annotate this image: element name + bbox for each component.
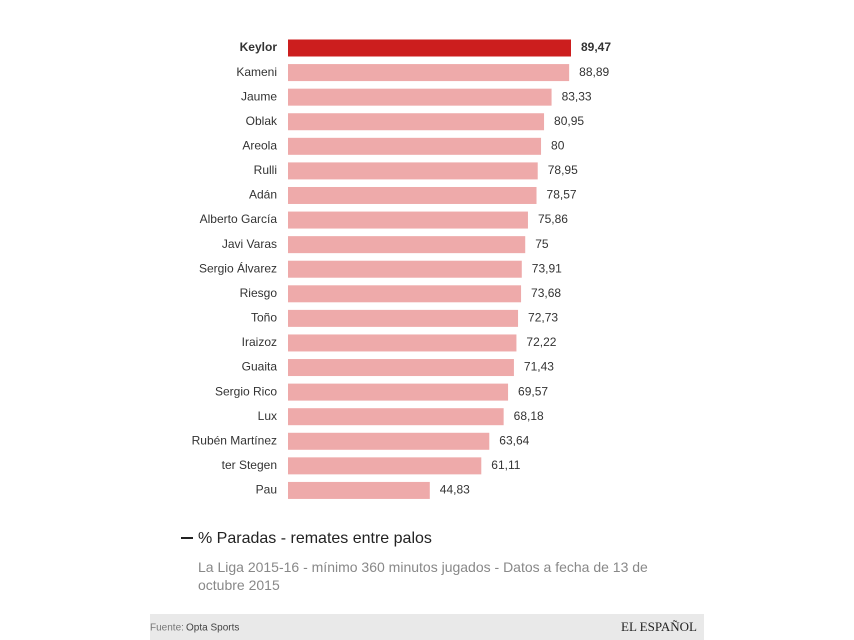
value-label: 75 bbox=[535, 237, 549, 251]
bar bbox=[288, 137, 542, 155]
category-label: Guaita bbox=[242, 360, 278, 374]
bar bbox=[288, 186, 537, 204]
bar bbox=[288, 309, 519, 327]
legend-label: % Paradas - remates entre palos bbox=[198, 530, 432, 547]
value-label: 44,83 bbox=[440, 483, 470, 497]
value-label: 78,57 bbox=[547, 188, 577, 202]
category-label: ter Stegen bbox=[222, 458, 277, 472]
subtitle: La Liga 2015-16 - mínimo 360 minutos jug… bbox=[198, 559, 648, 593]
bar bbox=[288, 211, 528, 229]
value-label: 69,57 bbox=[518, 384, 548, 398]
source-label: Fuente: bbox=[150, 623, 184, 634]
value-label: 72,73 bbox=[528, 311, 558, 325]
bar bbox=[288, 260, 522, 278]
category-label: Pau bbox=[256, 483, 277, 497]
category-label: Areola bbox=[242, 138, 277, 152]
category-label: Jaume bbox=[241, 89, 277, 103]
bar bbox=[288, 64, 570, 82]
category-label: Toño bbox=[251, 311, 277, 325]
bar bbox=[288, 113, 545, 131]
bar bbox=[288, 383, 509, 401]
value-label: 83,33 bbox=[562, 89, 592, 103]
category-label: Rubén Martínez bbox=[192, 433, 277, 447]
category-label: Keylor bbox=[240, 40, 278, 54]
value-label: 78,95 bbox=[548, 163, 578, 177]
bar bbox=[288, 285, 522, 303]
category-label: Iraizoz bbox=[242, 335, 277, 349]
value-label: 61,11 bbox=[491, 458, 520, 472]
category-label: Riesgo bbox=[240, 286, 278, 300]
category-label: Alberto García bbox=[200, 212, 278, 226]
category-label: Sergio Álvarez bbox=[199, 260, 277, 275]
footer-bar bbox=[150, 614, 704, 640]
value-label: 72,22 bbox=[526, 335, 556, 349]
category-label: Sergio Rico bbox=[215, 384, 277, 398]
category-label: Javi Varas bbox=[222, 237, 277, 251]
category-label: Adán bbox=[249, 188, 277, 202]
bar bbox=[288, 359, 514, 377]
value-label: 71,43 bbox=[524, 360, 554, 374]
value-label: 88,89 bbox=[579, 65, 609, 79]
value-label: 80 bbox=[551, 138, 565, 152]
bar bbox=[288, 432, 490, 450]
bar bbox=[288, 334, 517, 352]
value-label: 63,64 bbox=[499, 433, 529, 447]
bar bbox=[288, 162, 538, 180]
bar bbox=[288, 236, 526, 254]
category-label: Rulli bbox=[254, 163, 277, 177]
subtitle-box: La Liga 2015-16 - mínimo 360 minutos jug… bbox=[198, 559, 648, 593]
bar bbox=[288, 457, 482, 475]
bar bbox=[288, 88, 552, 106]
category-label: Oblak bbox=[246, 114, 278, 128]
value-label: 80,95 bbox=[554, 114, 584, 128]
value-label: 75,86 bbox=[538, 212, 568, 226]
value-label: 73,68 bbox=[531, 286, 561, 300]
value-label: 89,47 bbox=[581, 40, 611, 54]
value-label: 68,18 bbox=[514, 409, 544, 423]
bar bbox=[288, 39, 571, 57]
category-label: Lux bbox=[258, 409, 277, 423]
value-label: 73,91 bbox=[532, 261, 562, 275]
brand: EL ESPAÑOL bbox=[621, 619, 697, 634]
bar bbox=[288, 481, 430, 499]
category-label: Kameni bbox=[236, 65, 277, 79]
source: Opta Sports bbox=[186, 623, 239, 634]
bar bbox=[288, 408, 504, 426]
